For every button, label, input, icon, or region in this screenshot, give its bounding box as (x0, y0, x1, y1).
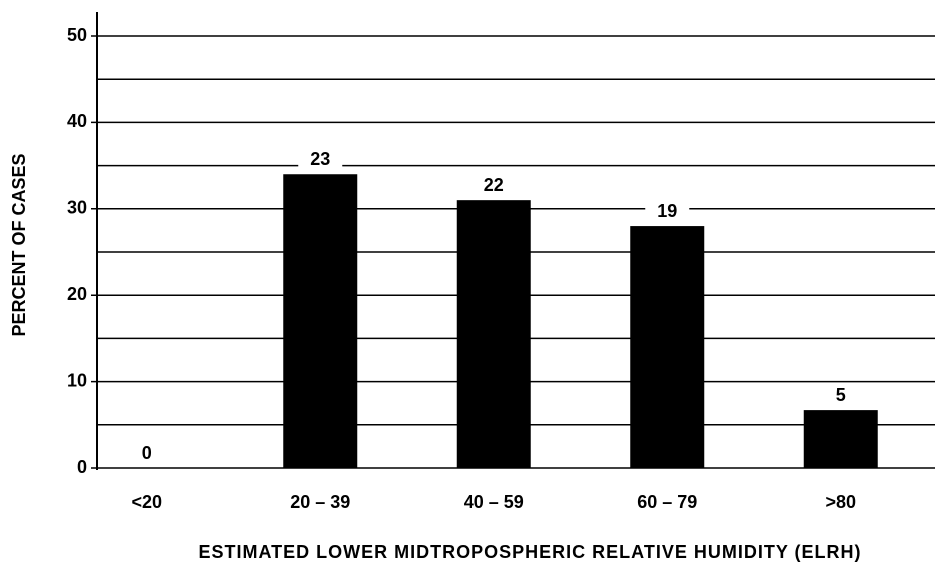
y-tick-label: 50 (67, 25, 87, 45)
bar (803, 410, 878, 468)
bar (630, 226, 705, 468)
y-tick-label: 0 (77, 457, 87, 477)
y-tick-label: 40 (67, 111, 87, 131)
label-background (471, 175, 516, 196)
count-label: 22 (484, 175, 504, 195)
label-background (298, 149, 343, 170)
x-axis-label: ESTIMATED LOWER MIDTROPOSPHERIC RELATIVE… (199, 542, 862, 562)
y-tick-label: 10 (67, 370, 87, 390)
x-tick-label: <20 (131, 492, 162, 512)
x-tick-label: 20 – 39 (290, 492, 350, 512)
label-background (818, 385, 863, 406)
y-tick-label: 20 (67, 284, 87, 304)
count-label: 5 (836, 385, 846, 405)
label-background (124, 443, 169, 463)
y-axis-label: PERCENT OF CASES (9, 153, 29, 336)
x-tick-label: >80 (825, 492, 856, 512)
count-label: 23 (310, 149, 330, 169)
label-background (645, 201, 690, 222)
count-label: 0 (142, 443, 152, 463)
y-tick-label: 30 (67, 198, 87, 218)
bar (456, 200, 531, 468)
count-label: 19 (657, 201, 677, 221)
x-tick-label: 40 – 59 (464, 492, 524, 512)
bar (283, 174, 358, 469)
x-tick-label: 60 – 79 (637, 492, 697, 512)
